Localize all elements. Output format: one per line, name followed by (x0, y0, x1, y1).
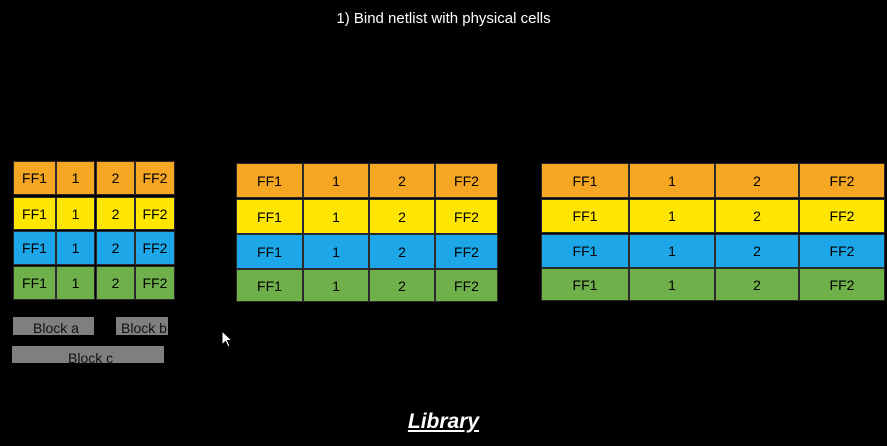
small-array-cell: FF2 (135, 266, 175, 300)
large-array-cell: 1 (629, 234, 715, 268)
small-array-cell: 2 (96, 231, 135, 265)
medium-array-cell: FF1 (236, 234, 303, 269)
small-array-cell: FF1 (13, 231, 56, 265)
small-array-cell: FF1 (13, 266, 56, 300)
large-array-cell: FF1 (541, 234, 629, 268)
small-array-cell: FF1 (13, 197, 56, 230)
large-array-cell: 2 (715, 234, 799, 268)
medium-array-cell: 1 (303, 234, 369, 269)
medium-array-cell: 2 (369, 163, 435, 198)
small-array-cell: 1 (56, 197, 95, 230)
small-array-cell: FF2 (135, 231, 175, 265)
small-array-cell: 2 (96, 161, 135, 195)
large-array-cell: 2 (715, 199, 799, 233)
medium-array-cell: FF2 (435, 199, 498, 234)
block-c: Block c (12, 346, 164, 363)
small-array-cell: 2 (96, 266, 135, 300)
large-array-cell: FF2 (799, 268, 885, 301)
medium-array-cell: FF2 (435, 269, 498, 302)
medium-array-cell: FF1 (236, 269, 303, 302)
block-a: Block a (13, 317, 94, 335)
large-array-cell: 2 (715, 268, 799, 301)
medium-array-cell: FF1 (236, 199, 303, 234)
large-array-cell: 1 (629, 268, 715, 301)
slide-title: 1) Bind netlist with physical cells (336, 10, 551, 27)
small-array-cell: FF2 (135, 197, 175, 230)
medium-array-cell: 2 (369, 199, 435, 234)
large-array-cell: 2 (715, 163, 799, 198)
medium-array-cell: 2 (369, 234, 435, 269)
medium-array-cell: FF2 (435, 163, 498, 198)
large-array-cell: 1 (629, 163, 715, 198)
large-array-cell: FF2 (799, 234, 885, 268)
medium-array-cell: 1 (303, 163, 369, 198)
mouse-cursor-icon (221, 330, 233, 348)
medium-array-cell: 2 (369, 269, 435, 302)
large-array-cell: FF2 (799, 199, 885, 233)
block-b: Block b (116, 317, 168, 335)
medium-array-cell: FF1 (236, 163, 303, 198)
large-array-cell: 1 (629, 199, 715, 233)
large-array-cell: FF1 (541, 268, 629, 301)
library-label: Library (407, 410, 480, 433)
small-array-cell: 1 (56, 161, 95, 195)
small-array-cell: 2 (96, 197, 135, 230)
medium-array-cell: FF2 (435, 234, 498, 269)
large-array-cell: FF1 (541, 199, 629, 233)
small-array-cell: 1 (56, 231, 95, 265)
medium-array-cell: 1 (303, 199, 369, 234)
large-array-cell: FF1 (541, 163, 629, 198)
large-array-cell: FF2 (799, 163, 885, 198)
small-array-cell: FF1 (13, 161, 56, 195)
small-array-cell: 1 (56, 266, 95, 300)
medium-array-cell: 1 (303, 269, 369, 302)
small-array-cell: FF2 (135, 161, 175, 195)
